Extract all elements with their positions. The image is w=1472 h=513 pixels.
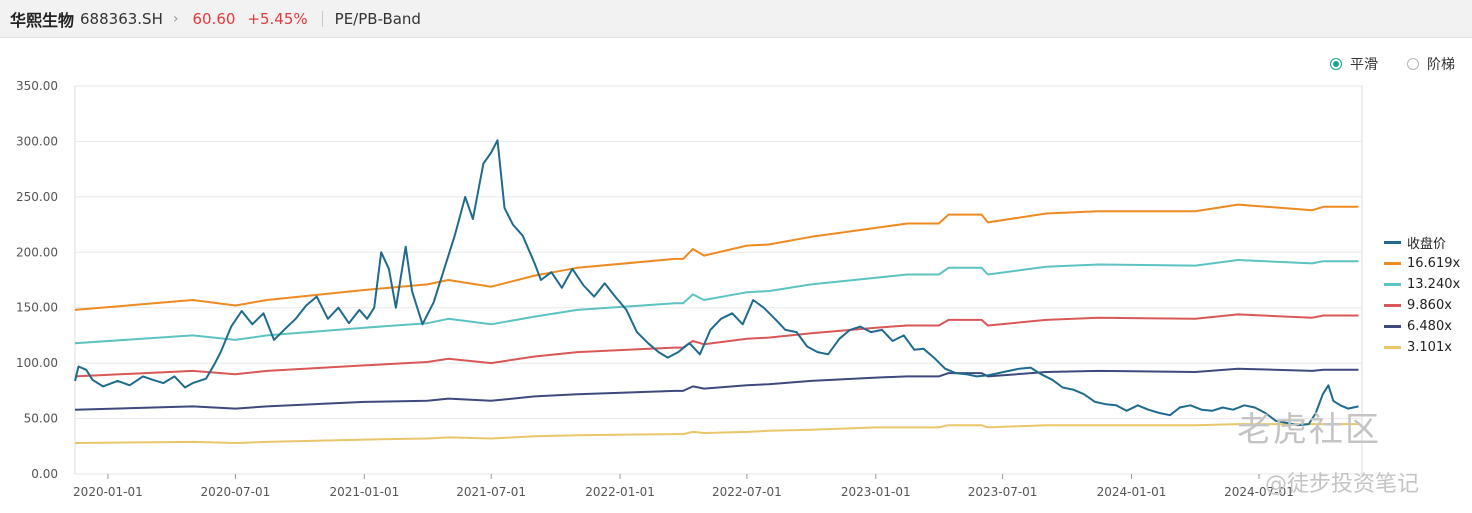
step-toggle-label: 阶梯: [1427, 57, 1455, 73]
x-tick-label: 2023-01-01: [841, 485, 911, 499]
legend-swatch: [1384, 283, 1401, 286]
chart-legend: 收盘价 16.619x 13.240x 9.860x 6.480x 3.101x: [1384, 232, 1460, 358]
x-tick-label: 2021-01-01: [329, 485, 399, 499]
legend-item[interactable]: 3.101x: [1384, 337, 1460, 358]
band-line-9-860x: [74, 313, 1359, 378]
smooth-toggle-label: 平滑: [1350, 57, 1378, 73]
x-tick-label: 2020-07-01: [201, 485, 271, 499]
legend-item[interactable]: 9.860x: [1384, 295, 1460, 316]
y-tick-label: 250.00: [16, 190, 58, 204]
y-tick-label: 200.00: [16, 245, 58, 259]
watermark-logo: 老虎社区: [1237, 410, 1381, 450]
legend-label: 9.860x: [1407, 298, 1452, 313]
header-divider: [321, 10, 323, 27]
y-tick-label: 50.00: [24, 412, 58, 426]
band-line-3-101x: [74, 423, 1359, 444]
legend-item[interactable]: 13.240x: [1384, 274, 1460, 295]
radio-unselected-icon: [1407, 58, 1419, 70]
stock-name: 华熙生物: [10, 10, 75, 30]
x-tick-label: 2024-01-01: [1097, 485, 1167, 499]
legend-item[interactable]: 16.619x: [1384, 253, 1460, 274]
chart-type-label: PE/PB-Band: [334, 9, 421, 28]
legend-item[interactable]: 6.480x: [1384, 316, 1460, 337]
stock-header: 华熙生物 688363.SH › 60.60 +5.45% PE/PB-Band: [0, 0, 1472, 38]
legend-item[interactable]: 收盘价: [1384, 232, 1460, 253]
y-tick-label: 150.00: [16, 301, 58, 315]
y-tick-label: 300.00: [16, 134, 58, 148]
x-tick-label: 2024-07-01: [1224, 485, 1294, 499]
legend-label: 3.101x: [1407, 340, 1452, 355]
x-tick-label: 2021-07-01: [456, 485, 526, 499]
watermark-author: @徒步投资笔记: [1265, 472, 1420, 497]
stock-price: 60.60: [192, 9, 236, 28]
band-line-6-480x: [74, 367, 1359, 411]
y-tick-label: 100.00: [16, 356, 58, 370]
legend-swatch: [1384, 241, 1401, 244]
band-line-13-240x: [74, 259, 1359, 345]
x-tick-label: 2022-07-01: [712, 485, 782, 499]
legend-swatch: [1384, 304, 1401, 307]
smooth-toggle[interactable]: 平滑: [1330, 54, 1378, 74]
close-price-line: [74, 139, 1359, 427]
y-tick-label: 0.00: [31, 467, 58, 481]
step-toggle[interactable]: 阶梯: [1407, 54, 1455, 74]
legend-label: 16.619x: [1407, 256, 1461, 271]
y-tick-label: 350.00: [16, 79, 58, 93]
x-tick-label: 2023-07-01: [968, 485, 1038, 499]
legend-swatch: [1384, 346, 1401, 349]
legend-swatch: [1384, 262, 1401, 265]
price-change: +5.45%: [247, 9, 308, 28]
legend-swatch: [1384, 325, 1401, 328]
band-line-16-619x: [74, 203, 1359, 311]
x-tick-label: 2020-01-01: [73, 485, 143, 499]
legend-label: 13.240x: [1407, 277, 1461, 292]
stock-code: 688363.SH: [80, 9, 163, 28]
radio-selected-icon: [1330, 58, 1342, 70]
legend-label: 6.480x: [1407, 319, 1452, 334]
legend-label: 收盘价: [1407, 237, 1447, 252]
x-tick-label: 2022-01-01: [585, 485, 655, 499]
chevron-right-icon[interactable]: ›: [172, 10, 179, 27]
